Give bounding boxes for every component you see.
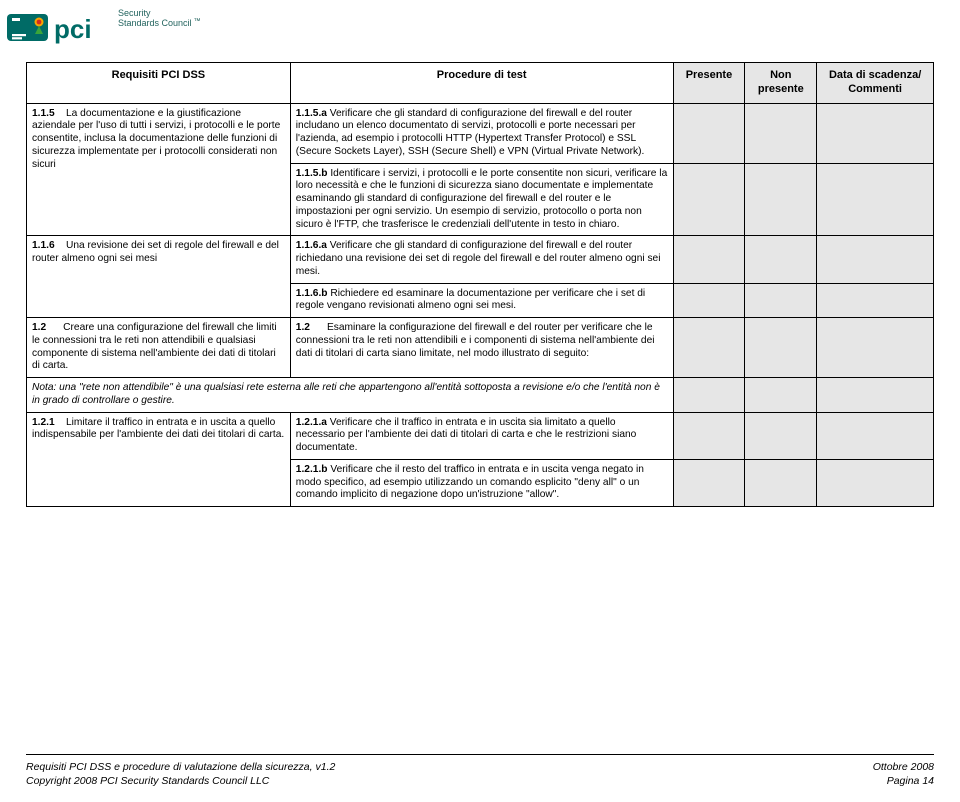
- test-1.1.6.a: 1.1.6.a Verificare che gli standard di c…: [290, 236, 673, 283]
- logo-subtitle: Security Standards Council ™: [118, 8, 201, 29]
- test-text: Esaminare la configurazione del firewall…: [296, 322, 655, 359]
- test-num: 1.2: [296, 322, 310, 333]
- cell-non-presente: [745, 283, 817, 318]
- cell-commenti: [817, 318, 934, 378]
- req-num: 1.2.1: [32, 417, 55, 428]
- test-text: Verificare che gli standard di configura…: [296, 240, 661, 277]
- cell-commenti: [817, 236, 934, 283]
- footer-doc-title: Requisiti PCI DSS e procedure di valutaz…: [26, 760, 335, 774]
- th-requisiti: Requisiti PCI DSS: [27, 63, 291, 104]
- cell-commenti: [817, 283, 934, 318]
- note-text: Nota: una "rete non attendibile" è una q…: [27, 378, 674, 413]
- cell-non-presente: [745, 459, 817, 506]
- cell-non-presente: [745, 236, 817, 283]
- page-header: pci Security Standards Council ™: [0, 0, 960, 62]
- th-non-presente: Non presente: [745, 63, 817, 104]
- table-row: 1.2 Creare una configurazione del firewa…: [27, 318, 934, 378]
- cell-presente: [673, 459, 745, 506]
- footer-left: Requisiti PCI DSS e procedure di valutaz…: [26, 760, 335, 788]
- cell-presente: [673, 236, 745, 283]
- cell-commenti: [817, 412, 934, 459]
- cell-non-presente: [745, 378, 817, 413]
- pci-logo-mark: pci: [6, 8, 112, 48]
- cell-non-presente: [745, 412, 817, 459]
- cell-commenti: [817, 163, 934, 236]
- cell-non-presente: [745, 163, 817, 236]
- table-row: 1.1.6 Una revisione dei set di regole de…: [27, 236, 934, 283]
- th-procedure: Procedure di test: [290, 63, 673, 104]
- cell-non-presente: [745, 318, 817, 378]
- logo-line1: Security: [118, 8, 151, 18]
- test-text: Verificare che il traffico in entrata e …: [296, 417, 637, 454]
- test-1.1.5.b: 1.1.5.b Identificare i servizi, i protoc…: [290, 163, 673, 236]
- cell-presente: [673, 412, 745, 459]
- test-num: 1.2.1.a: [296, 417, 327, 428]
- cell-presente: [673, 103, 745, 163]
- test-num: 1.1.5.a: [296, 108, 327, 119]
- req-num: 1.1.6: [32, 240, 55, 251]
- test-1.2.1.b: 1.2.1.b Verificare che il resto del traf…: [290, 459, 673, 506]
- req-1.2.1: 1.2.1 Limitare il traffico in entrata e …: [27, 412, 291, 507]
- test-1.2.1.a: 1.2.1.a Verificare che il traffico in en…: [290, 412, 673, 459]
- test-text: Richiedere ed esaminare la documentazion…: [296, 288, 645, 312]
- footer-right: Ottobre 2008 Pagina 14: [873, 760, 934, 788]
- req-1.2: 1.2 Creare una configurazione del firewa…: [27, 318, 291, 378]
- cell-presente: [673, 378, 745, 413]
- cell-commenti: [817, 103, 934, 163]
- cell-non-presente: [745, 103, 817, 163]
- test-text: Verificare che gli standard di configura…: [296, 108, 645, 157]
- test-num: 1.1.5.b: [296, 168, 328, 179]
- table-note-row: Nota: una "rete non attendibile" è una q…: [27, 378, 934, 413]
- req-text: Creare una configurazione del firewall c…: [32, 322, 277, 371]
- footer-copyright: Copyright 2008 PCI Security Standards Co…: [26, 774, 335, 788]
- th-commenti: Data di scadenza/ Commenti: [817, 63, 934, 104]
- cell-presente: [673, 318, 745, 378]
- req-text: Limitare il traffico in entrata e in usc…: [32, 417, 284, 441]
- test-num: 1.1.6.b: [296, 288, 328, 299]
- logo-line2: Standards Council: [118, 18, 192, 28]
- test-num: 1.1.6.a: [296, 240, 327, 251]
- cell-commenti: [817, 378, 934, 413]
- test-text: Verificare che il resto del traffico in …: [296, 464, 644, 501]
- test-1.1.6.b: 1.1.6.b Richiedere ed esaminare la docum…: [290, 283, 673, 318]
- cell-presente: [673, 163, 745, 236]
- requirements-table: Requisiti PCI DSS Procedure di test Pres…: [26, 62, 934, 507]
- test-1.2: 1.2 Esaminare la configurazione del fire…: [290, 318, 673, 378]
- test-1.1.5.a: 1.1.5.a Verificare che gli standard di c…: [290, 103, 673, 163]
- table-row: 1.1.5 La documentazione e la giustificaz…: [27, 103, 934, 163]
- req-1.1.5: 1.1.5 La documentazione e la giustificaz…: [27, 103, 291, 236]
- req-1.1.6: 1.1.6 Una revisione dei set di regole de…: [27, 236, 291, 318]
- req-num: 1.2: [32, 322, 46, 333]
- page-footer: Requisiti PCI DSS e procedure di valutaz…: [26, 754, 934, 788]
- svg-text:pci: pci: [54, 14, 92, 44]
- footer-page: Pagina 14: [873, 774, 934, 788]
- cell-presente: [673, 283, 745, 318]
- test-text: Identificare i servizi, i protocolli e l…: [296, 168, 667, 230]
- table-header-row: Requisiti PCI DSS Procedure di test Pres…: [27, 63, 934, 104]
- table-row: 1.2.1 Limitare il traffico in entrata e …: [27, 412, 934, 459]
- req-num: 1.1.5: [32, 108, 55, 119]
- footer-date: Ottobre 2008: [873, 760, 934, 774]
- pci-logo: pci Security Standards Council ™: [6, 8, 201, 48]
- req-text: La documentazione e la giustificazione a…: [32, 108, 280, 170]
- req-text: Una revisione dei set di regole del fire…: [32, 240, 279, 264]
- th-presente: Presente: [673, 63, 745, 104]
- cell-commenti: [817, 459, 934, 506]
- test-num: 1.2.1.b: [296, 464, 328, 475]
